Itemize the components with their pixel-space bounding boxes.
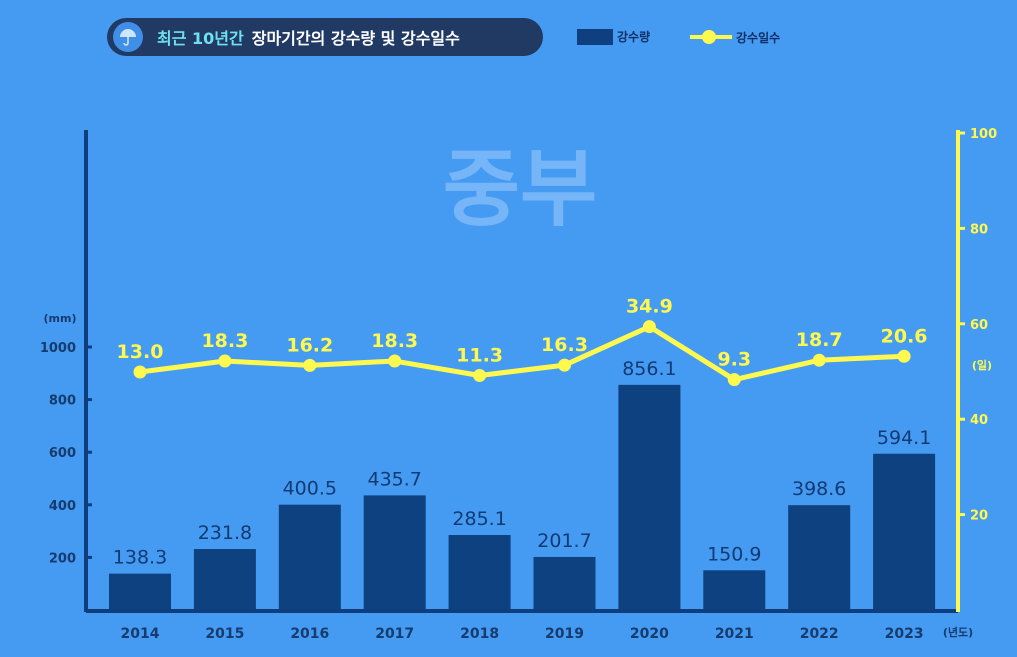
right-tick-60: 60 bbox=[970, 318, 988, 333]
bar-label-2016: 400.5 bbox=[283, 478, 337, 500]
bar-2015 bbox=[193, 549, 256, 610]
bar-2021 bbox=[703, 570, 766, 610]
right-tick-100: 100 bbox=[970, 127, 997, 142]
x-tick-2015: 2015 bbox=[205, 626, 244, 642]
x-tick-2016: 2016 bbox=[290, 626, 329, 642]
region-watermark: 중부 bbox=[443, 140, 598, 238]
x-tick-2019: 2019 bbox=[545, 626, 584, 642]
legend-line-label: 강수일수 bbox=[736, 30, 781, 45]
left-tick-1000: 1000 bbox=[40, 341, 76, 356]
left-tick-400: 400 bbox=[49, 499, 76, 514]
left-tick-800: 800 bbox=[49, 394, 76, 409]
x-tick-2018: 2018 bbox=[460, 626, 499, 642]
days-point-2014 bbox=[133, 365, 147, 379]
days-point-2023 bbox=[897, 349, 911, 363]
title-banner: 최근 10년간 장마기간의 강수량 및 강수일수 bbox=[107, 18, 543, 56]
x-axis-unit: (년도) bbox=[943, 625, 973, 639]
days-point-2021 bbox=[727, 373, 741, 387]
legend-bar-label: 강수량 bbox=[617, 30, 651, 44]
bar-label-2019: 201.7 bbox=[537, 530, 591, 552]
x-tick-2014: 2014 bbox=[121, 626, 160, 642]
right-tick-20: 20 bbox=[970, 509, 988, 524]
days-label-2020: 34.9 bbox=[626, 296, 673, 318]
legend-bar-swatch bbox=[577, 28, 613, 45]
days-label-2023: 20.6 bbox=[881, 325, 928, 347]
bar-label-2022: 398.6 bbox=[792, 478, 846, 500]
days-point-2015 bbox=[218, 354, 232, 368]
days-label-2016: 16.2 bbox=[286, 334, 333, 356]
days-label-2014: 13.0 bbox=[117, 341, 164, 363]
bar-2018 bbox=[448, 535, 511, 610]
days-label-2018: 11.3 bbox=[456, 345, 503, 367]
days-label-2022: 18.7 bbox=[796, 329, 843, 351]
bar-label-2018: 285.1 bbox=[452, 508, 506, 530]
bar-2019 bbox=[533, 556, 596, 610]
x-tick-2020: 2020 bbox=[630, 626, 669, 642]
right-tick-80: 80 bbox=[970, 222, 988, 237]
right-axis-unit: (일) bbox=[972, 358, 992, 372]
bar-2020 bbox=[618, 384, 681, 610]
bar-2016 bbox=[278, 504, 341, 610]
days-label-2015: 18.3 bbox=[201, 330, 248, 352]
bar-label-2015: 231.8 bbox=[198, 522, 252, 544]
umbrella-icon bbox=[113, 22, 143, 52]
days-point-2017 bbox=[388, 354, 402, 368]
bar-2022 bbox=[788, 505, 851, 610]
title-text: 장마기간의 강수량 및 강수일수 bbox=[251, 29, 460, 48]
bar-2023 bbox=[873, 453, 936, 610]
days-label-2019: 16.3 bbox=[541, 334, 588, 356]
days-point-2020 bbox=[642, 320, 656, 334]
legend-line-item: 강수일수 bbox=[690, 28, 780, 46]
days-point-2018 bbox=[473, 369, 487, 383]
title-highlight: 최근 10년간 bbox=[157, 29, 244, 48]
x-tick-2022: 2022 bbox=[800, 626, 839, 642]
legend-line-swatch bbox=[690, 28, 732, 46]
legend-bar-item: 강수량 bbox=[577, 28, 650, 45]
x-tick-2021: 2021 bbox=[715, 626, 754, 642]
left-axis-unit: (mm) bbox=[44, 312, 77, 325]
days-point-2022 bbox=[812, 353, 826, 367]
left-tick-600: 600 bbox=[49, 446, 76, 461]
days-line bbox=[139, 324, 905, 383]
days-label-2017: 18.3 bbox=[371, 330, 418, 352]
bar-label-2014: 138.3 bbox=[113, 547, 167, 569]
bar-label-2017: 435.7 bbox=[367, 468, 421, 490]
x-tick-2017: 2017 bbox=[375, 626, 414, 642]
left-tick-200: 200 bbox=[49, 551, 76, 566]
days-label-2021: 9.3 bbox=[717, 349, 751, 371]
bar-label-2020: 856.1 bbox=[622, 358, 676, 380]
bar-2014 bbox=[109, 573, 171, 610]
days-point-2016 bbox=[303, 358, 317, 372]
bar-label-2021: 150.9 bbox=[707, 543, 761, 565]
bar-2017 bbox=[363, 495, 426, 610]
x-tick-2023: 2023 bbox=[885, 626, 924, 642]
right-tick-40: 40 bbox=[970, 413, 988, 428]
days-point-2019 bbox=[558, 358, 571, 372]
bar-label-2023: 594.1 bbox=[877, 427, 931, 449]
